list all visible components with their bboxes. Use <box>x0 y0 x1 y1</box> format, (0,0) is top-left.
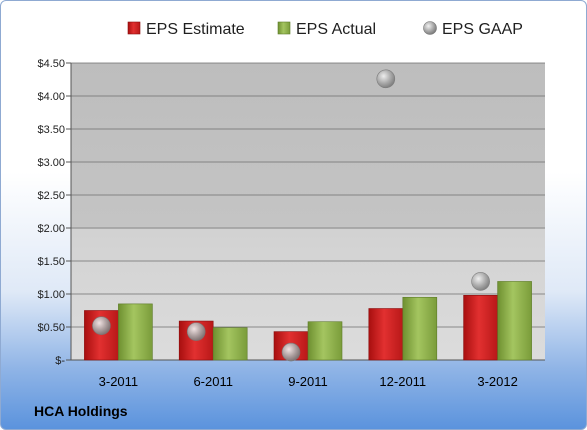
y-tick-label: $4.50 <box>37 58 65 70</box>
y-tick-label: $1.50 <box>37 256 65 268</box>
legend-swatch-gaap <box>423 21 437 35</box>
bar-eps-actual <box>307 321 343 361</box>
x-category-label: 3-2012 <box>477 374 517 389</box>
point-eps-gaap <box>376 69 396 89</box>
bar-eps-estimate <box>463 295 498 361</box>
legend-label: EPS Estimate <box>146 21 245 38</box>
legend-swatch-estimate <box>127 21 141 35</box>
y-tick-label: $2.00 <box>37 223 65 235</box>
bar-eps-actual <box>118 303 153 361</box>
x-category-label: 6-2011 <box>193 374 233 389</box>
x-category-label: 12-2011 <box>379 374 426 389</box>
y-tick-label: $1.00 <box>37 289 65 301</box>
legend-label: EPS Actual <box>296 21 376 38</box>
bar-eps-actual <box>212 327 248 361</box>
x-category-label: 3-2011 <box>99 374 139 389</box>
y-tick-label: $2.50 <box>37 190 65 202</box>
bar-eps-actual <box>402 296 438 361</box>
point-eps-gaap <box>92 316 111 335</box>
bar-eps-estimate <box>368 308 404 361</box>
company-name: HCA Holdings <box>34 403 128 419</box>
legend-swatch-actual <box>277 21 291 35</box>
point-eps-gaap <box>471 272 490 291</box>
x-category-label: 9-2011 <box>288 374 328 389</box>
point-eps-gaap <box>281 342 301 362</box>
y-tick-label: $3.50 <box>37 124 65 136</box>
y-tick-label: $4.00 <box>37 91 65 103</box>
y-tick-label: $3.00 <box>37 157 65 169</box>
y-tick-label: $0.50 <box>37 322 65 334</box>
bar-eps-actual <box>497 281 532 361</box>
point-eps-gaap <box>186 322 206 341</box>
y-tick-label: $- <box>55 355 65 367</box>
legend-label: EPS GAAP <box>442 21 523 38</box>
